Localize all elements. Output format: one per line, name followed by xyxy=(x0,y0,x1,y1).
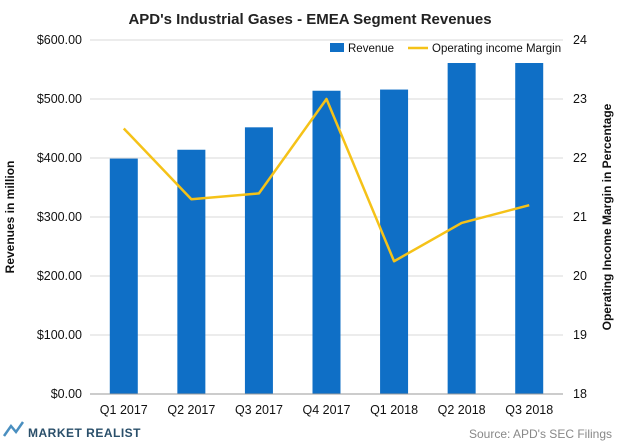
revenue-bar xyxy=(380,89,409,394)
brand-logo: MARKET REALIST xyxy=(2,421,141,440)
x-tick-label: Q1 2018 xyxy=(370,403,418,417)
x-tick-label: Q2 2017 xyxy=(167,403,215,417)
right-tick-label: 18 xyxy=(573,387,587,401)
source-note: Source: APD's SEC Filings xyxy=(469,427,612,441)
right-tick-label: 21 xyxy=(573,210,587,224)
left-tick-label: $0.00 xyxy=(51,387,82,401)
left-tick-label: $300.00 xyxy=(37,210,82,224)
left-axis-ticks: $0.00 $100.00 $200.00 $300.00 $400.00 $500.00… xyxy=(37,33,82,401)
legend: Revenue Operating income Margin xyxy=(330,43,561,55)
right-tick-label: 24 xyxy=(573,33,587,47)
left-tick-label: $600.00 xyxy=(37,33,82,47)
legend-label-revenue: Revenue xyxy=(348,43,394,55)
revenue-bar xyxy=(515,63,544,394)
y-axis-label: Revenues in million xyxy=(3,161,17,274)
x-tick-label: Q1 2017 xyxy=(100,403,148,417)
legend-label-margin: Operating income Margin xyxy=(432,43,561,55)
chart-title: APD's Industrial Gases - EMEA Segment Re… xyxy=(128,11,491,28)
revenue-bar xyxy=(109,158,138,394)
right-tick-label: 22 xyxy=(573,151,587,165)
x-tick-label: Q2 2018 xyxy=(438,403,486,417)
margin-line xyxy=(122,97,530,263)
margin-series-line xyxy=(122,97,530,263)
revenue-bar xyxy=(244,127,273,394)
legend-swatch-revenue xyxy=(330,43,344,52)
revenue-bars xyxy=(109,63,544,395)
y2-axis-label: Operating Income Margin in Percentage xyxy=(600,103,614,330)
x-tick-label: Q3 2017 xyxy=(235,403,283,417)
right-tick-label: 20 xyxy=(573,269,587,283)
left-tick-label: $200.00 xyxy=(37,269,82,283)
revenue-bar xyxy=(177,149,206,394)
right-axis-ticks: 18 19 20 21 22 23 24 xyxy=(573,33,587,401)
brand-mark-icon xyxy=(2,421,25,437)
x-axis-ticks: Q1 2017 Q2 2017 Q3 2017 Q4 2017 Q1 2018 Q2 20… xyxy=(100,403,553,417)
left-tick-label: $100.00 xyxy=(37,328,82,342)
left-tick-label: $500.00 xyxy=(37,92,82,106)
right-tick-label: 23 xyxy=(573,92,587,106)
left-tick-label: $400.00 xyxy=(37,151,82,165)
brand-name: MARKET REALIST xyxy=(28,426,141,440)
x-tick-label: Q3 2018 xyxy=(505,403,553,417)
x-tick-label: Q4 2017 xyxy=(303,403,351,417)
revenue-bar xyxy=(312,90,341,395)
right-tick-label: 19 xyxy=(573,328,587,342)
